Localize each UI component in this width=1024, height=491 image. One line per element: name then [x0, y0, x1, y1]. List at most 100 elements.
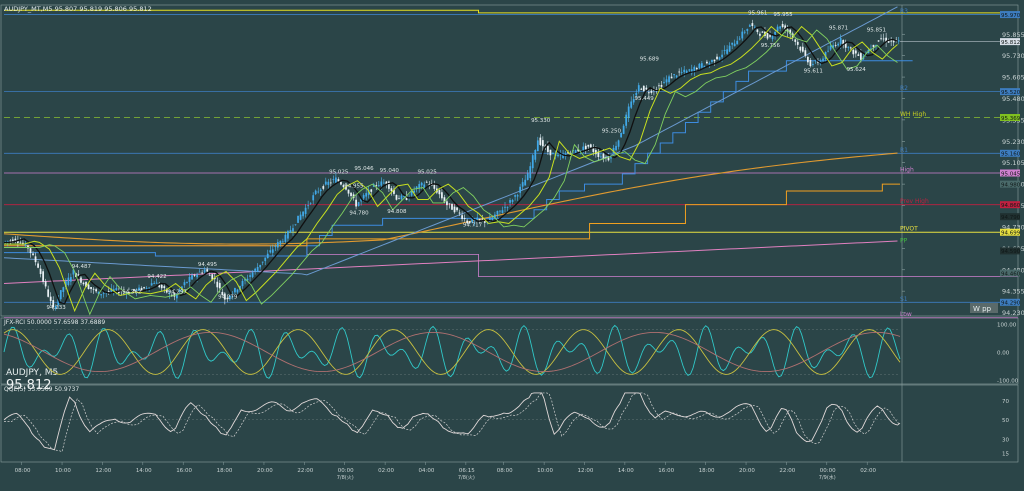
candle-body	[261, 261, 264, 263]
candle-body	[882, 38, 885, 40]
candle-body	[814, 60, 817, 62]
candle-body	[264, 257, 267, 262]
trailing-stop-line	[4, 60, 913, 257]
candle-body	[892, 40, 895, 43]
candle-body	[466, 220, 469, 224]
candle-body	[324, 181, 327, 185]
candle-body	[236, 289, 239, 293]
candle-body	[890, 40, 893, 42]
candle-body	[501, 210, 504, 213]
candle-body	[337, 179, 340, 182]
rci-tick-label: 100.00	[997, 323, 1017, 329]
candle-body	[360, 198, 363, 202]
qqe-panel-frame	[0, 384, 1019, 463]
price-tag-label: 94.699	[1001, 231, 1021, 237]
candle-body	[602, 153, 605, 159]
candle-body	[743, 31, 746, 33]
candle-body	[274, 246, 277, 248]
candle-body	[504, 206, 506, 208]
candle-body	[451, 203, 453, 210]
candle-body	[698, 63, 701, 69]
candle-body	[849, 47, 852, 49]
candle-body	[726, 49, 728, 54]
candle-body	[887, 40, 890, 43]
level-name-label: Prev High	[900, 198, 929, 205]
candle-body	[769, 35, 771, 37]
candle-body	[282, 241, 284, 243]
candle-body	[514, 195, 516, 197]
candle-body	[597, 151, 600, 158]
time-tick-label: 04:00	[418, 468, 434, 474]
price-tag-label: 94.460	[1001, 271, 1021, 277]
candle-body	[708, 62, 711, 65]
candle-body	[645, 87, 648, 90]
candle-body	[163, 286, 166, 289]
candle-body	[713, 59, 716, 62]
candle-body	[400, 195, 403, 200]
candle-body	[221, 291, 224, 296]
candle-body	[809, 59, 812, 67]
candle-body	[19, 242, 22, 244]
price-tag-box	[1000, 228, 1020, 236]
level-name-label: S1	[900, 296, 908, 303]
candle-body	[592, 148, 595, 152]
candle-body	[880, 38, 882, 40]
candle-body	[678, 71, 681, 73]
candle-body	[897, 40, 900, 42]
candle-body	[733, 43, 736, 47]
candle-body	[216, 281, 219, 288]
candle-body	[443, 197, 446, 203]
candle-body	[875, 44, 877, 47]
candle-body	[784, 25, 787, 32]
main-panel-frame	[0, 4, 1019, 317]
price-tag-label: 94.590	[1001, 249, 1021, 255]
candle-body	[759, 33, 761, 36]
price-tick-label: 94.230	[1002, 309, 1024, 317]
time-tick-label: 12:00	[95, 468, 111, 474]
candle-body	[9, 240, 12, 242]
candle-body	[284, 234, 287, 242]
candle-body	[115, 288, 118, 291]
qqe-tick-label: 15	[1002, 452, 1009, 458]
price-tag-label: 95.045	[1001, 171, 1021, 177]
swing-label: 95.025	[417, 170, 437, 176]
swing-label: 95.611	[804, 69, 823, 75]
time-tick-label: 20:00	[739, 468, 755, 474]
swing-label: 95.040	[380, 168, 400, 174]
candle-body	[685, 70, 688, 74]
candle-body	[721, 54, 723, 58]
candle-body	[294, 224, 297, 226]
price-tick-label: 95.230	[1002, 138, 1024, 146]
candle-body	[857, 54, 860, 56]
candle-body	[22, 242, 24, 244]
candle-body	[589, 144, 592, 148]
candle-body	[390, 188, 393, 192]
price-tag-box	[1000, 247, 1020, 255]
candle-body	[617, 140, 620, 147]
candle-body	[117, 290, 120, 294]
candle-body	[748, 25, 751, 27]
candle-body	[335, 177, 337, 183]
candle-body	[499, 210, 501, 212]
last-price-label: 95.812	[6, 378, 52, 393]
candle-body	[799, 46, 802, 51]
candle-body	[663, 81, 665, 83]
candle-body	[188, 277, 191, 282]
candle-body	[885, 37, 888, 42]
candle-body	[655, 89, 658, 90]
candle-body	[753, 26, 756, 28]
candle-body	[80, 277, 82, 283]
candle-body	[37, 263, 39, 268]
price-tag-label: 94.790	[1001, 215, 1021, 221]
candle-body	[539, 137, 542, 145]
swing-label: 94.279	[218, 295, 238, 301]
candle-body	[557, 154, 559, 157]
candle-body	[594, 150, 597, 155]
symbol-label: AUDJPY, M5	[6, 368, 58, 378]
candle-body	[683, 69, 686, 73]
ma-blue	[3, 6, 898, 276]
candle-body	[155, 282, 158, 284]
candle-body	[292, 228, 294, 232]
candle-body	[249, 275, 251, 277]
